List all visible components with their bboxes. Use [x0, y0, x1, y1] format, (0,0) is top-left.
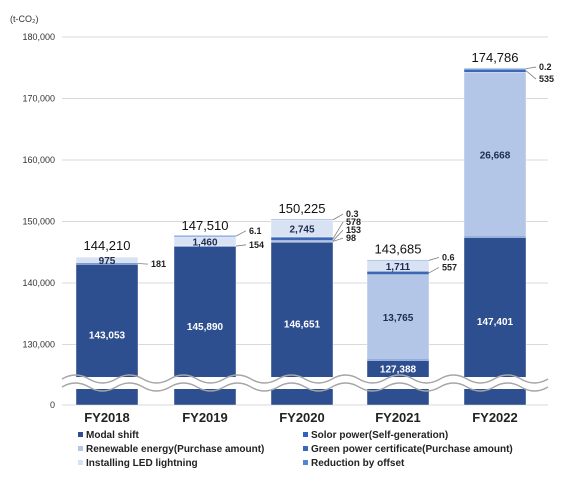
- data-labels: 143,053 975 181 145,890 1,460 6.1 154 146,651 2,…: [89, 62, 554, 375]
- leader-line: [235, 244, 247, 247]
- data-label: 145,890: [187, 322, 224, 333]
- data-label: 535: [539, 74, 554, 84]
- bar-segment: [75, 256, 139, 264]
- y-tick-label: 180,000: [22, 32, 55, 42]
- bar-segment: [463, 68, 527, 73]
- legend-label: Modal shift: [86, 430, 139, 441]
- bars: [75, 68, 527, 406]
- y-tick-label: 150,000: [22, 217, 55, 227]
- y-tick-label: 130,000: [22, 340, 55, 350]
- break-gap: [60, 377, 550, 389]
- bar-segment: [270, 219, 334, 221]
- leader-line: [235, 230, 247, 237]
- legend-swatch: [303, 432, 308, 437]
- data-label: 578: [346, 217, 361, 227]
- bar-segment: [366, 274, 430, 360]
- data-label: 1,711: [386, 262, 411, 273]
- data-label: 26,668: [480, 150, 511, 161]
- data-label: 98: [346, 233, 356, 243]
- leader-line: [137, 263, 149, 265]
- total-label: 150,225: [279, 201, 326, 216]
- data-label: 0.2: [539, 62, 552, 72]
- bar-segment: [463, 68, 527, 70]
- category-label: FY2018: [84, 410, 130, 425]
- y-tick-label: 0: [50, 400, 55, 410]
- data-label: 147,401: [477, 317, 514, 328]
- legend-swatch: [303, 460, 308, 465]
- bar-segment: [463, 72, 527, 237]
- category-labels: FY2018 FY2019 FY2020 FY2021 FY2022: [84, 410, 518, 425]
- leader-line: [428, 266, 440, 274]
- legend-label: Installing LED lightning: [86, 458, 198, 469]
- legend-swatch: [303, 446, 308, 451]
- legend-swatch: [78, 432, 83, 437]
- data-label: 0.3: [346, 209, 359, 219]
- data-label: 2,745: [289, 225, 314, 236]
- data-label: 975: [99, 256, 116, 267]
- data-label: 181: [151, 259, 166, 269]
- total-labels: 144,210 147,510 150,225 143,685 174,786: [84, 50, 519, 256]
- data-label: 13,765: [383, 313, 414, 324]
- y-tick-label: 140,000: [22, 278, 55, 288]
- leader-line: [525, 66, 537, 70]
- leader-line: [332, 213, 344, 221]
- total-label: 174,786: [472, 50, 519, 65]
- data-label: 0.6: [442, 252, 455, 262]
- y-tick-label: 160,000: [22, 155, 55, 165]
- bar-segment: [270, 236, 334, 241]
- leader-line: [332, 237, 344, 242]
- data-label: 143,053: [89, 331, 126, 342]
- data-label: 153: [346, 225, 361, 235]
- category-label: FY2019: [182, 410, 228, 425]
- y-axis-label: (t-CO₂): [10, 14, 39, 24]
- legend-swatch: [78, 460, 83, 465]
- data-label: 1,460: [192, 237, 217, 248]
- data-label: 6.1: [249, 226, 262, 236]
- leader-line: [332, 229, 344, 242]
- data-label: 557: [442, 262, 457, 272]
- legend-label: Renewable energy(Purchase amount): [86, 444, 264, 455]
- legend-label: Solor power(Self-generation): [311, 430, 448, 441]
- legend-label: Reduction by offset: [311, 458, 405, 469]
- axis-break: [60, 374, 550, 392]
- category-label: FY2020: [279, 410, 325, 425]
- legend-label: Green power certificate(Purchase amount): [311, 444, 513, 455]
- category-label: FY2022: [472, 410, 518, 425]
- y-tick-label: 170,000: [22, 94, 55, 104]
- total-label: 143,685: [375, 241, 422, 256]
- y-axis-ticks: 0 130,000 140,000 150,000 160,000 170,000 180,…: [22, 32, 55, 410]
- total-label: 144,210: [84, 238, 131, 253]
- legend: Modal shift Solor power(Self-generation) R…: [78, 430, 513, 469]
- data-label: 127,388: [380, 365, 417, 376]
- legend-swatch: [78, 446, 83, 451]
- break-line: [61, 382, 549, 392]
- bar-segment: [366, 259, 430, 261]
- leader-line: [525, 70, 537, 80]
- data-label: 154: [249, 240, 264, 250]
- leader-line: [332, 221, 344, 239]
- category-label: FY2021: [375, 410, 421, 425]
- break-line: [61, 374, 549, 384]
- total-label: 147,510: [182, 218, 229, 233]
- leader-line: [428, 256, 440, 261]
- data-label: 146,651: [284, 320, 321, 331]
